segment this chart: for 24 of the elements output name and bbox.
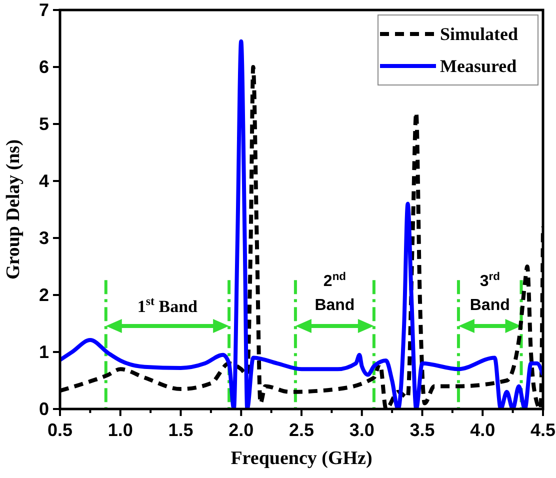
y-tick-label: 7 — [38, 0, 49, 20]
y-tick-label: 6 — [38, 57, 49, 77]
x-tick-label: 3.0 — [349, 420, 374, 440]
x-tick-label: 1.5 — [168, 420, 194, 440]
y-tick-label: 3 — [38, 228, 49, 248]
y-tick-label: 1 — [38, 342, 49, 362]
annotation: 1$^{st}$ Band — [137, 294, 198, 316]
y-axis-title: Group Delay (ns) — [3, 139, 24, 280]
x-tick-label: 2.0 — [228, 420, 254, 440]
y-tick-label: 4 — [38, 171, 49, 191]
x-tick-label: 2.5 — [288, 420, 314, 440]
text: 2$^{nd}$ Band — [314, 271, 355, 314]
x-tick-label: 4.5 — [530, 420, 556, 440]
y-tick-label: 5 — [38, 114, 49, 134]
legend-label: Measured — [440, 56, 517, 76]
x-axis-title: Frequency (GHz) — [230, 448, 372, 469]
y-tick-label: 2 — [38, 285, 49, 305]
text: 3$^{rd}$ Band — [470, 271, 510, 314]
x-tick-label: 3.5 — [410, 420, 435, 440]
y-tick-label: 0 — [38, 399, 49, 419]
x-tick-label: 0.5 — [47, 420, 73, 440]
legend-label: Simulated — [440, 24, 518, 44]
x-tick-label: 1.0 — [108, 420, 133, 440]
x-tick-label: 4.0 — [470, 420, 496, 440]
